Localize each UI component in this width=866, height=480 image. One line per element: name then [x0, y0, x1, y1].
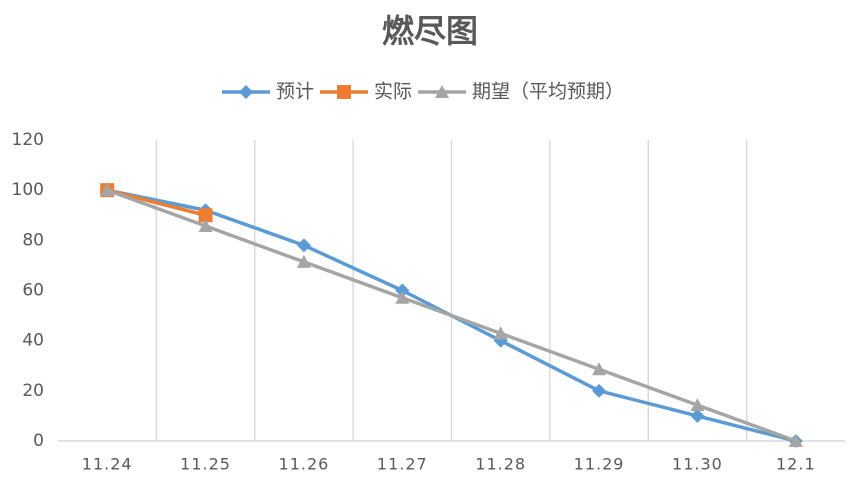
x-tick-label: 11.27 [377, 455, 428, 474]
x-tick-label: 11.28 [475, 455, 526, 474]
y-tick-label: 80 [22, 230, 44, 250]
y-tick-label: 40 [22, 331, 44, 351]
point [198, 219, 213, 233]
y-tick-label: 100 [12, 180, 44, 200]
point [690, 408, 705, 423]
point [395, 283, 410, 298]
point [592, 383, 607, 398]
legend-marker [337, 85, 351, 99]
legend-label: 预计 [276, 81, 314, 103]
legend-marker [435, 85, 449, 98]
y-tick-label: 0 [33, 431, 44, 451]
point [296, 238, 311, 253]
point [100, 183, 115, 197]
point [788, 434, 803, 447]
y-tick-label: 20 [22, 381, 44, 401]
legend-label: 实际 [374, 81, 412, 103]
legend-marker [239, 85, 253, 99]
point [198, 208, 213, 223]
x-tick-label: 11.30 [672, 455, 723, 474]
chart-title: 燃尽图 [382, 12, 478, 50]
x-tick-label: 11.26 [279, 455, 330, 474]
point [592, 362, 607, 376]
series-line [106, 188, 797, 443]
point [690, 398, 705, 412]
y-tick-label: 60 [22, 281, 44, 301]
point [493, 326, 508, 340]
point [296, 254, 311, 268]
legend-label: 期望（平均预期） [472, 81, 624, 103]
x-tick-label: 11.25 [180, 455, 231, 474]
x-tick-label: 12.1 [776, 455, 816, 474]
y-tick-label: 120 [12, 130, 44, 150]
x-tick-label: 11.24 [82, 455, 133, 474]
point [395, 290, 410, 304]
x-tick-label: 11.29 [574, 455, 625, 474]
